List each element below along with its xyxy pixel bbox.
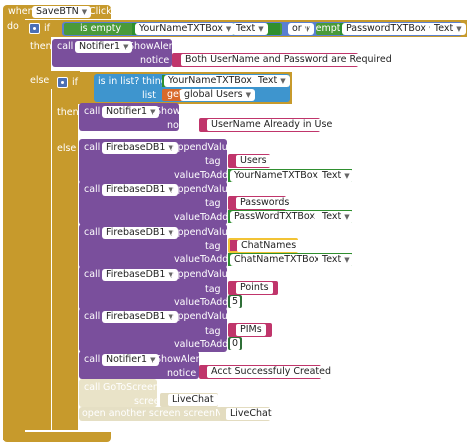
notice-label: notice [167, 120, 197, 131]
component-dropdown[interactable]: Notifier1 ▼ [102, 106, 160, 118]
is-in-list-label: is in list? thing [98, 76, 167, 87]
component-dropdown[interactable]: YourNameTXTBox▼ [230, 170, 331, 182]
property-dropdown[interactable]: Text ▼ [318, 254, 354, 266]
dot-separator: . [424, 23, 428, 34]
if-2-spine [52, 104, 78, 430]
call-label: call [57, 41, 74, 52]
call-label: call [84, 311, 101, 322]
then-label: then [30, 41, 52, 52]
gear-icon[interactable] [29, 23, 40, 34]
number-value[interactable]: 5 [230, 296, 241, 308]
call-label: call [84, 354, 101, 365]
tag-label: tag [205, 284, 221, 295]
call-label: call [84, 184, 101, 195]
method-label: .ShowAlert [125, 41, 177, 52]
when-label: when [8, 6, 34, 17]
event-name: .Click [86, 6, 112, 17]
component-dropdown[interactable]: FirebaseDB1 ▼ [102, 227, 178, 239]
tag-text[interactable]: Users [236, 155, 271, 167]
dot-separator: . [312, 211, 316, 222]
open-screen-label: open another screen screenName [82, 408, 244, 419]
method-label: .AppendValue [168, 311, 234, 322]
gear-icon[interactable] [57, 77, 68, 88]
value-to-add-label: valueToAdd [174, 170, 229, 181]
value-to-add-label: valueToAdd [174, 297, 229, 308]
method-label: .AppendValue [168, 227, 234, 238]
property-dropdown[interactable]: Text ▼ [430, 23, 466, 35]
tag-label: tag [205, 156, 221, 167]
dot-separator: . [312, 254, 316, 265]
component-dropdown[interactable]: FirebaseDB1 ▼ [102, 142, 178, 154]
screen-name-text[interactable]: LiveChat [226, 408, 276, 420]
component-dropdown[interactable]: Notifier1 ▼ [102, 354, 160, 366]
screen-name-text[interactable]: LiveChat [168, 394, 218, 406]
if-label: if [44, 23, 50, 34]
component-dropdown[interactable]: FirebaseDB1 ▼ [102, 184, 178, 196]
dot-separator: . [226, 23, 230, 34]
tag-text[interactable]: PIMs [236, 324, 266, 336]
number-value[interactable]: 0 [230, 338, 241, 350]
method-label: .AppendValue [168, 142, 234, 153]
component-dropdown[interactable]: YourNameTXTBox▼ [135, 23, 236, 35]
call-label: call [84, 227, 101, 238]
call-label: call [84, 269, 101, 280]
call-label: call [84, 106, 101, 117]
method-label: .ShowAlert [152, 354, 204, 365]
component-dropdown[interactable]: Notifier1 ▼ [75, 41, 133, 53]
tag-label: tag [205, 241, 221, 252]
is-empty-label: is empty [80, 23, 122, 34]
component-dropdown[interactable]: ChatNameTXTBox▼ [230, 254, 333, 266]
method-label: .AppendValue [168, 269, 234, 280]
tag-text[interactable]: ChatNames [237, 240, 301, 252]
notice-label: notice [167, 368, 197, 379]
event-do-spine [3, 19, 25, 440]
variable-dropdown[interactable]: global Users ▼ [180, 89, 255, 101]
event-block-bottom [3, 432, 111, 442]
else-label: else [30, 75, 50, 86]
property-dropdown[interactable]: Text ▼ [318, 170, 354, 182]
goto-screen-block-disabled[interactable] [79, 379, 157, 407]
value-to-add-label: valueToAdd [174, 212, 229, 223]
value-to-add-label: valueToAdd [174, 254, 229, 265]
tag-text[interactable]: Points [236, 282, 273, 294]
component-dropdown[interactable]: FirebaseDB1 ▼ [102, 269, 178, 281]
if-label: if [72, 77, 78, 88]
or-dropdown[interactable]: or ▼ [288, 23, 315, 35]
tag-label: tag [205, 198, 221, 209]
then-label: then [57, 107, 79, 118]
message-text[interactable]: UserName Already in Use [207, 119, 337, 131]
property-dropdown[interactable]: Text ▼ [232, 23, 268, 35]
get-label: get [167, 89, 183, 100]
do-label: do [7, 21, 19, 32]
tag-text[interactable]: Passwords [236, 197, 294, 209]
method-label: .ShowAlert [152, 106, 204, 117]
tag-label: tag [205, 326, 221, 337]
property-dropdown[interactable]: Text ▼ [318, 211, 354, 223]
if-1-spine [25, 37, 51, 430]
call-label: call [84, 142, 101, 153]
call-label: call [84, 382, 101, 393]
is-empty-label: is empty [305, 23, 347, 34]
method-label: .AppendValue [168, 184, 234, 195]
event-component-dropdown[interactable]: SaveBTN ▼ [32, 6, 92, 18]
notice-label: notice [140, 55, 170, 66]
dot-separator: . [312, 170, 316, 181]
message-text[interactable]: Acct Successfuly Created [207, 366, 336, 378]
dot-separator: . [248, 75, 252, 86]
method-label: GoToScreen [103, 382, 159, 393]
value-to-add-label: valueToAdd [174, 339, 229, 350]
else-label: else [57, 143, 77, 154]
screen-label: screen [134, 396, 166, 407]
list-label: list [142, 90, 156, 101]
message-text[interactable]: Both UserName and Password are Required [181, 54, 396, 66]
component-dropdown[interactable]: FirebaseDB1 ▼ [102, 311, 178, 323]
property-dropdown[interactable]: Text ▼ [254, 75, 290, 87]
